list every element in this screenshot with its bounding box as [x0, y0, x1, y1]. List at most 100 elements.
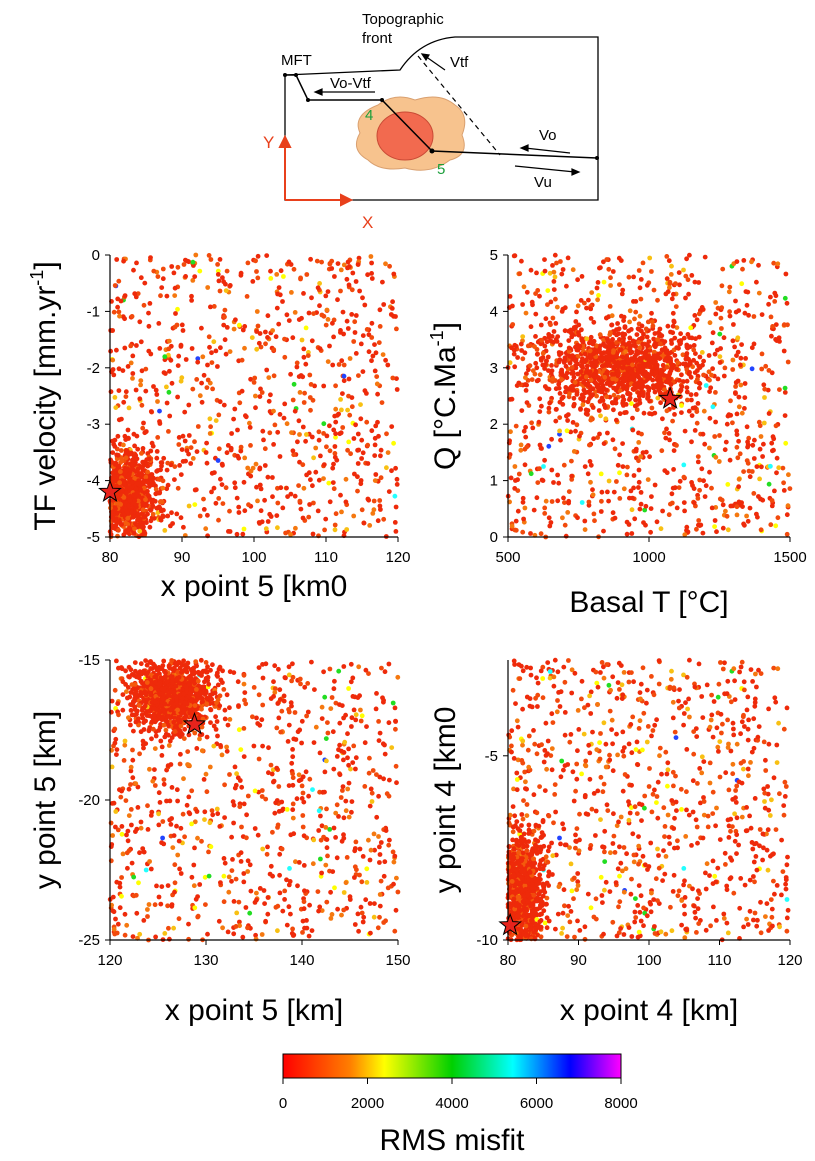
scatter-point [610, 337, 615, 342]
scatter-point [617, 411, 623, 417]
scatter-point [290, 335, 296, 341]
scatter-point [635, 351, 641, 356]
scatter-point [207, 344, 212, 350]
scatter-point [169, 510, 174, 516]
scatter-point [769, 503, 775, 509]
scatter-point [566, 345, 572, 351]
scatter-point [555, 334, 561, 339]
scatter-point [692, 279, 698, 285]
scatter-point [274, 305, 280, 311]
scatter-point [112, 395, 118, 400]
scatter-point [131, 431, 137, 437]
scatter-point [346, 746, 351, 752]
y-tick-label: -4 [87, 473, 100, 490]
scatter-point [385, 450, 391, 455]
scatter-point [612, 515, 618, 521]
scatter-point [345, 447, 350, 453]
scatter-point [130, 775, 136, 781]
scatter-point [669, 341, 674, 346]
scatter-point [126, 405, 132, 411]
scatter-point [290, 397, 296, 403]
scatter-point [652, 353, 657, 359]
scatter-point [201, 496, 206, 502]
scatter-point [234, 531, 240, 537]
scatter-point [333, 383, 338, 389]
scatter-point [617, 337, 622, 342]
scatter-point [205, 362, 210, 368]
scatter-point [199, 838, 204, 844]
scatter-point [734, 259, 740, 264]
scatter-point [265, 519, 271, 524]
scatter-point [736, 438, 741, 444]
scatter-point [222, 815, 228, 820]
scatter-point [655, 337, 661, 342]
scatter-point [645, 343, 651, 348]
scatter-point [172, 880, 178, 886]
scatter-point [330, 320, 335, 326]
scatter-point [325, 359, 331, 364]
scatter-point [146, 456, 152, 462]
scatter-point [333, 511, 339, 517]
scatter-point [182, 438, 188, 444]
scatter-point [216, 446, 222, 452]
scatter-point [349, 287, 355, 293]
scatter-point [232, 406, 238, 412]
scatter-point [161, 370, 167, 375]
scatter-point [531, 507, 537, 513]
scatter-point [585, 412, 590, 417]
scatter-point [288, 491, 294, 497]
scatter-point [736, 476, 742, 482]
scatter-point [543, 498, 549, 504]
scatter-point [222, 860, 228, 866]
scatter-point [365, 461, 371, 466]
scatter-point [131, 453, 137, 458]
scatter-point [121, 495, 127, 500]
scatter-point [565, 255, 571, 261]
scatter-point [734, 512, 740, 518]
scatter-point [168, 357, 174, 363]
label-point-4: 4 [365, 107, 373, 124]
scatter-point [684, 389, 690, 395]
scatter-point [233, 876, 239, 882]
scatter-point [274, 513, 280, 518]
scatter-point [217, 399, 223, 405]
scatter-point [238, 448, 244, 454]
scatter-point [375, 391, 380, 397]
scatter-point [209, 808, 215, 813]
scatter-point [363, 897, 369, 903]
scatter-point [362, 784, 368, 789]
scatter-point [284, 807, 290, 812]
scatter-point [252, 788, 258, 794]
scatter-point [290, 926, 295, 932]
scatter-point [330, 465, 336, 471]
scatter-point [570, 267, 576, 273]
scatter-point [560, 394, 566, 400]
scatter-point [276, 715, 282, 721]
scatter-point [352, 471, 357, 477]
scatter-point [611, 489, 617, 495]
scatter-point [735, 349, 741, 355]
scatter-point [672, 412, 677, 417]
scatter-point [691, 347, 697, 353]
scatter-point [647, 362, 652, 368]
scatter-point [692, 428, 698, 433]
scatter-point [165, 460, 171, 466]
scatter-point [674, 345, 680, 350]
scatter-point [676, 485, 682, 490]
scatter-point [176, 916, 182, 922]
scatter-point [716, 459, 722, 464]
scatter-point [327, 343, 332, 349]
scatter-point [250, 279, 256, 284]
scatter-point [607, 330, 613, 335]
scatter-point [216, 496, 222, 501]
scatter-point [215, 458, 221, 463]
scatter-point [132, 526, 137, 532]
scatter-point [744, 513, 749, 519]
scatter-point [631, 485, 636, 491]
scatter-point [345, 731, 350, 737]
scatter-point [208, 424, 214, 430]
scatter-point [692, 405, 698, 411]
scatter-point [126, 813, 132, 818]
scatter-point [681, 361, 687, 367]
scatter-point [111, 309, 117, 315]
